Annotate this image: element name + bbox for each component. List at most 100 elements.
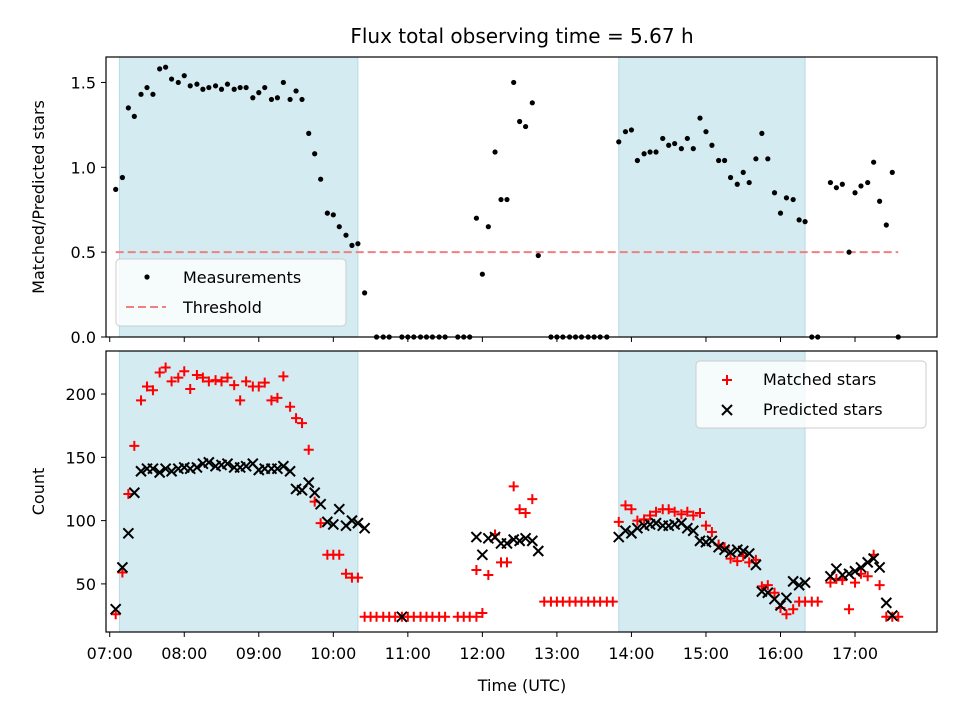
measurement-point bbox=[181, 73, 187, 79]
measurement-point bbox=[349, 242, 355, 248]
predicted-star-point bbox=[396, 611, 408, 623]
x-tick-label: 09:00 bbox=[236, 644, 282, 663]
chart-title: Flux total observing time = 5.67 h bbox=[350, 24, 693, 48]
measurement-point bbox=[641, 151, 647, 157]
matched-star-point bbox=[651, 506, 662, 517]
matched-star-point bbox=[297, 418, 308, 429]
measurement-point bbox=[250, 95, 256, 101]
measurement-point bbox=[771, 190, 778, 196]
predicted-star-point bbox=[308, 487, 321, 499]
measurement-point bbox=[243, 84, 249, 91]
ratio-panel: 0.0 0.5 1.0 1.5 Matched/Predicted stars Measu… bbox=[29, 56, 938, 347]
matched-star-point bbox=[185, 383, 196, 394]
measurement-point bbox=[734, 181, 740, 187]
predicted-star-point bbox=[159, 463, 172, 475]
measurement-point bbox=[703, 129, 709, 135]
shaded-interval-0 bbox=[118, 350, 359, 633]
matched-star-point bbox=[750, 554, 761, 565]
x-tick-label: 08:00 bbox=[161, 644, 207, 663]
predicted-star-point bbox=[284, 465, 296, 477]
measurement-point bbox=[212, 83, 219, 89]
y-tick-label: 100 bbox=[65, 512, 96, 531]
matched-star-point bbox=[471, 611, 482, 622]
predicted-star-point bbox=[321, 516, 334, 528]
measurement-point bbox=[765, 156, 771, 162]
measurement-point bbox=[672, 140, 678, 147]
measurement-point bbox=[684, 135, 690, 142]
measurement-point bbox=[131, 113, 137, 119]
matched-star-point bbox=[129, 440, 140, 451]
legend-label: Predicted stars bbox=[763, 400, 883, 419]
predicted-star-point bbox=[681, 522, 694, 534]
predicted-star-point bbox=[873, 561, 886, 574]
measurement-point bbox=[168, 76, 175, 82]
measurement-point bbox=[746, 179, 752, 186]
matched-star-point bbox=[632, 515, 643, 526]
predicted-star-point bbox=[327, 518, 340, 531]
x-tick-label: 15:00 bbox=[683, 644, 729, 663]
matched-star-point bbox=[210, 375, 221, 386]
measurement-point bbox=[697, 115, 703, 121]
measurement-point bbox=[504, 196, 510, 203]
measurement-point bbox=[727, 174, 734, 181]
matched-star-point bbox=[732, 556, 743, 567]
predicted-star-point bbox=[750, 559, 762, 571]
matched-star-point bbox=[216, 376, 227, 387]
measurement-point bbox=[498, 196, 504, 203]
matched-star-point bbox=[241, 376, 252, 387]
predicted-star-point bbox=[333, 503, 345, 515]
measurement-point bbox=[224, 81, 231, 87]
predicted-star-point bbox=[128, 487, 141, 499]
shaded-interval-1 bbox=[618, 56, 806, 338]
measurement-point bbox=[616, 139, 622, 145]
predicted-star-point bbox=[650, 517, 662, 529]
measurement-point bbox=[119, 174, 125, 181]
measurement-point bbox=[163, 64, 169, 70]
measurement-point bbox=[796, 217, 802, 223]
legend-matched-marker bbox=[722, 375, 732, 385]
matched-star-point bbox=[259, 377, 270, 388]
measurement-point bbox=[206, 84, 212, 91]
measurement-point bbox=[622, 129, 629, 135]
measurement-point bbox=[852, 190, 858, 196]
predicted-star-point bbox=[774, 599, 787, 612]
predicted-star-point bbox=[780, 592, 793, 604]
matched-star-point bbox=[117, 567, 128, 578]
matched-star-point bbox=[700, 520, 711, 531]
matched-star-point bbox=[291, 413, 302, 424]
predicted-star-point bbox=[824, 570, 837, 583]
predicted-star-point bbox=[849, 565, 861, 577]
matched-star-point bbox=[639, 514, 650, 525]
measurement-point bbox=[231, 86, 237, 92]
matched-star-point bbox=[160, 362, 171, 373]
matched-star-point bbox=[285, 401, 296, 412]
predicted-star-point bbox=[787, 575, 799, 588]
measurement-point bbox=[362, 290, 368, 296]
matched-star-point bbox=[669, 506, 680, 517]
x-tick-label: 13:00 bbox=[534, 644, 580, 663]
matched-star-point bbox=[340, 568, 351, 579]
measurement-point bbox=[343, 232, 349, 238]
matched-star-point bbox=[303, 444, 314, 455]
matched-star-point bbox=[694, 508, 705, 519]
matched-star-point bbox=[315, 518, 326, 529]
matched-star-point bbox=[278, 371, 289, 382]
y-tick-label: 150 bbox=[65, 448, 96, 467]
legend-label: Matched stars bbox=[763, 370, 876, 389]
measurement-point bbox=[871, 159, 877, 165]
matched-star-point bbox=[844, 604, 855, 615]
predicted-star-point bbox=[346, 514, 358, 527]
predicted-star-point bbox=[277, 460, 290, 472]
predicted-star-point bbox=[513, 535, 526, 547]
matched-star-point bbox=[235, 395, 246, 406]
matched-star-point bbox=[203, 376, 214, 387]
measurement-point bbox=[218, 86, 225, 92]
matched-star-point bbox=[501, 557, 512, 568]
measurement-point bbox=[312, 151, 318, 157]
measurement-point bbox=[138, 91, 144, 97]
measurement-point bbox=[492, 149, 498, 155]
matched-star-point bbox=[477, 608, 488, 619]
predicted-star-point bbox=[855, 561, 867, 574]
predicted-star-point bbox=[221, 457, 234, 470]
